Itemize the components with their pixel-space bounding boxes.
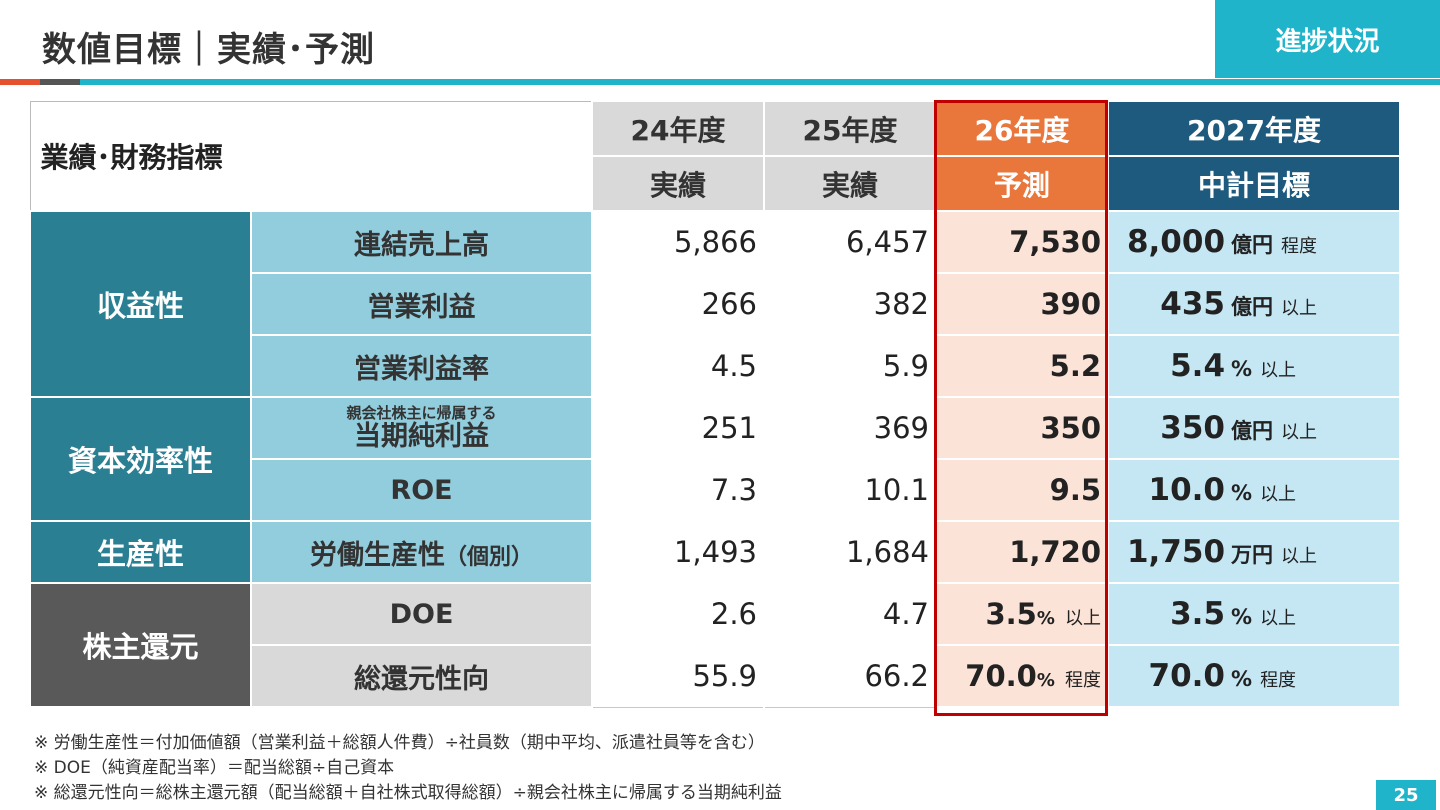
metric-label: DOE	[249, 582, 594, 646]
value-fy24: 5,866	[591, 210, 766, 274]
value-fy24: 7.3	[591, 458, 766, 522]
footnote-item: ※ DOE（純資産配当率）＝配当総額÷自己資本	[34, 758, 395, 778]
table-row: 営業利益 266 382 390 435 億円 以上	[30, 272, 1402, 336]
table-row: 生産性 労働生産性（個別） 1,493 1,684 1,720 1,750 万円以…	[29, 520, 1402, 584]
header-rule-dark	[40, 79, 80, 85]
table-corner-label: 業績･財務指標	[29, 100, 594, 212]
col-year-fy26: 26年度	[935, 100, 1110, 157]
metric-label: 連結売上高	[249, 210, 594, 274]
table-row: 営業利益率 4.5 5.9 5.2 5.4% 以上	[30, 334, 1402, 398]
value-target: 1,750 万円 以上	[1107, 520, 1402, 584]
value-fy25: 6,457	[763, 210, 938, 274]
category-capital-efficiency: 資本効率性	[29, 396, 252, 522]
value-fy26: 9.5	[935, 458, 1110, 522]
value-fy26: 70.0% 程度	[935, 644, 1110, 708]
page-number: 25	[1376, 780, 1436, 810]
value-target: 5.4% 以上	[1107, 334, 1402, 398]
metric-label: 総還元性向	[249, 644, 594, 708]
metric-label-main: 当期純利益	[354, 421, 489, 452]
value-target: 70.0% 程度	[1107, 644, 1402, 708]
metric-label: 労働生産性（個別）	[249, 520, 594, 584]
value-fy25: 1,684	[763, 520, 938, 584]
value-target: 8,000 億円 程度	[1107, 210, 1402, 274]
value-fy24: 266	[591, 272, 766, 336]
value-target: 3.5% 以上	[1107, 582, 1402, 646]
value-fy24: 2.6	[591, 582, 766, 646]
value-fy24: 251	[591, 396, 766, 460]
footnote-item: ※ 総還元性向＝総株主還元額（配当総額＋自社株式取得総額）÷親会社株主に帰属する…	[34, 783, 782, 803]
table-row: 資本効率性 親会社株主に帰属する 当期純利益 251 369 350 350 億円…	[29, 396, 1402, 522]
value-fy26: 1,720	[935, 520, 1110, 584]
header-rule-orange	[0, 79, 40, 85]
table-row: 収益性 連結売上高 5,866 6,457 7,530 8,000 億円 程度	[29, 210, 1402, 398]
value-fy26: 350	[935, 396, 1110, 460]
footnotes: ※ 労働生産性＝付加価値額（営業利益＋総額人件費）÷社員数（期中平均、派遣社員等…	[34, 731, 782, 806]
value-fy25: 382	[763, 272, 938, 336]
progress-status-badge: 進捗状況	[1215, 0, 1440, 78]
metric-label-prefix: 親会社株主に帰属する	[346, 404, 497, 422]
header-rule-teal	[80, 79, 1440, 85]
value-fy25: 369	[763, 396, 938, 460]
metric-label: 営業利益率	[249, 334, 594, 398]
value-fy26: 3.5% 以上	[935, 582, 1110, 646]
value-target: 435 億円 以上	[1107, 272, 1402, 336]
col-type-fy24: 実績	[591, 155, 766, 212]
metric-label: 営業利益	[249, 272, 594, 336]
category-profitability: 収益性	[29, 210, 252, 398]
value-target: 10.0% 以上	[1107, 458, 1402, 522]
category-productivity: 生産性	[29, 520, 252, 584]
value-fy25: 10.1	[763, 458, 938, 522]
value-fy26: 390	[935, 272, 1110, 336]
col-year-fy25: 25年度	[763, 100, 938, 157]
table-row: ROE 7.3 10.1 9.5 10.0% 以上	[30, 458, 1402, 522]
category-shareholder-return: 株主還元	[29, 582, 252, 708]
value-fy24: 4.5	[591, 334, 766, 398]
value-target: 350 億円 以上	[1107, 396, 1402, 460]
kpi-table: 業績･財務指標 24年度 25年度 26年度 2027年度 実績 実績 予測 中…	[29, 100, 1402, 708]
metric-label: ROE	[249, 458, 594, 522]
footnote-item: ※ 労働生産性＝付加価値額（営業利益＋総額人件費）÷社員数（期中平均、派遣社員等…	[34, 733, 765, 753]
value-fy24: 55.9	[591, 644, 766, 708]
metric-label: 親会社株主に帰属する 当期純利益	[249, 396, 594, 460]
col-year-fy24: 24年度	[591, 100, 766, 157]
page-title: 数値目標｜実績･予測	[42, 30, 375, 70]
value-fy26: 7,530	[935, 210, 1110, 274]
col-type-fy25: 実績	[763, 155, 938, 212]
col-type-fy27: 中計目標	[1107, 155, 1402, 212]
value-fy25: 66.2	[763, 644, 938, 708]
col-type-fy26: 予測	[935, 155, 1110, 212]
col-year-fy27: 2027年度	[1107, 100, 1402, 157]
table-row: 株主還元 DOE 2.6 4.7 3.5% 以上 3.5% 以上	[29, 582, 1402, 708]
value-fy25: 4.7	[763, 582, 938, 646]
value-fy26: 5.2	[935, 334, 1110, 398]
table-row: 総還元性向 55.9 66.2 70.0% 程度 70.0% 程度	[30, 644, 1402, 708]
value-fy24: 1,493	[591, 520, 766, 584]
value-fy25: 5.9	[763, 334, 938, 398]
